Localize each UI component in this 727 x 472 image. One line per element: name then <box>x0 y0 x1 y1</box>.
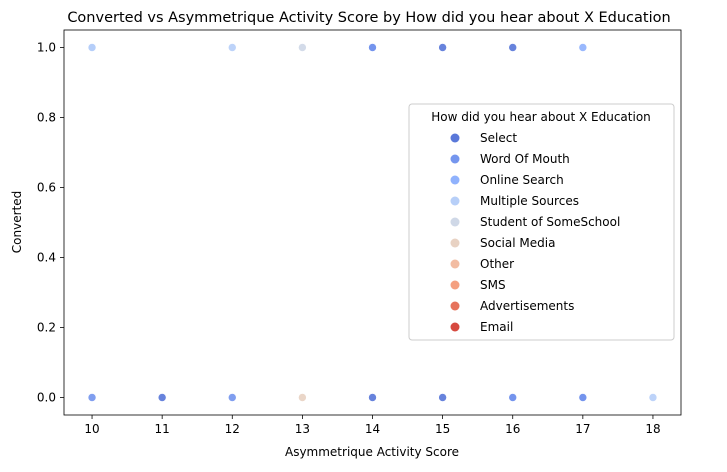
plot-area: 10 11 12 13 14 15 16 17 18 0.0 0.2 0.4 0.6 0.8 1.0 <box>37 29 682 436</box>
data-point <box>87 43 97 52</box>
legend-entry-label: Student of SomeSchool <box>480 215 620 229</box>
y-tick-label: 0.2 <box>37 321 56 335</box>
data-point <box>508 393 518 402</box>
legend-marker <box>450 301 460 311</box>
legend-marker <box>450 133 460 143</box>
x-tick-label: 15 <box>435 422 450 436</box>
legend-marker <box>450 322 460 332</box>
legend-entry-label: Other <box>480 257 514 271</box>
data-point <box>648 393 658 402</box>
y-tick-label: 0.0 <box>37 391 56 405</box>
y-tick-label: 1.0 <box>37 41 56 55</box>
data-point <box>438 43 447 52</box>
legend-marker <box>450 154 460 164</box>
x-tick-label: 17 <box>575 422 590 436</box>
legend-entry-label: Select <box>480 131 517 145</box>
chart-title: Converted vs Asymmetrique Activity Score… <box>67 10 670 26</box>
legend-marker <box>450 259 460 269</box>
x-tick-label: 18 <box>645 422 660 436</box>
data-points <box>87 43 658 402</box>
data-point <box>298 393 307 402</box>
legend-marker <box>450 280 460 290</box>
legend-entry-label: Word Of Mouth <box>480 152 570 166</box>
data-point <box>368 43 377 52</box>
legend-entry-label: Social Media <box>480 236 555 250</box>
x-tick-label: 12 <box>225 422 240 436</box>
legend-marker <box>450 175 460 185</box>
y-tick-label: 0.6 <box>37 181 56 195</box>
y-tick-label: 0.8 <box>37 111 56 125</box>
legend-entry-label: Multiple Sources <box>480 194 579 208</box>
x-tick-label: 13 <box>295 422 310 436</box>
data-point <box>87 393 97 402</box>
legend: How did you hear about X Education Selec… <box>408 103 675 341</box>
data-point <box>578 393 588 402</box>
data-point <box>227 43 237 52</box>
legend-marker <box>450 217 460 227</box>
legend-title: How did you hear about X Education <box>431 110 651 124</box>
x-axis-label: Asymmetrique Activity Score <box>285 445 459 459</box>
data-point <box>298 43 307 52</box>
y-axis-ticks: 0.0 0.2 0.4 0.6 0.8 1.0 <box>37 41 64 405</box>
data-point <box>578 43 588 52</box>
data-point <box>508 43 518 52</box>
y-tick-label: 0.4 <box>37 251 56 265</box>
x-tick-label: 11 <box>155 422 170 436</box>
legend-entry-label: SMS <box>480 278 506 292</box>
data-point <box>368 393 377 402</box>
x-axis-ticks: 10 11 12 13 14 15 16 17 18 <box>84 415 661 436</box>
x-tick-label: 10 <box>84 422 99 436</box>
legend-entry-label: Advertisements <box>480 299 574 313</box>
legend-box <box>408 103 675 341</box>
data-point <box>438 393 447 402</box>
x-tick-label: 14 <box>365 422 380 436</box>
legend-entry-label: Online Search <box>480 173 564 187</box>
legend-marker <box>450 238 460 248</box>
legend-entry-label: Email <box>480 320 513 334</box>
y-axis-label: Converted <box>10 191 24 253</box>
legend-marker <box>450 196 460 206</box>
legend-entries: Select Word Of Mouth Online Search Multiple… <box>450 131 620 334</box>
x-tick-label: 16 <box>505 422 520 436</box>
data-point <box>227 393 237 402</box>
data-point <box>157 393 167 402</box>
